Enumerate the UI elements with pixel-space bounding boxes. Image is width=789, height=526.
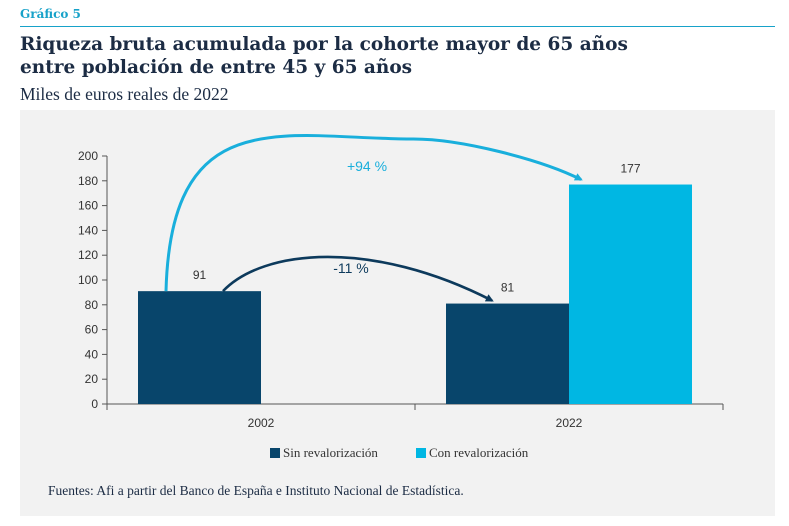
- change-label: +94 %: [347, 158, 387, 174]
- y-tick-label: 140: [78, 223, 98, 237]
- source-note: Fuentes: Afi a partir del Banco de Españ…: [48, 483, 464, 498]
- legend-swatch: [270, 448, 280, 458]
- legend: Sin revalorización Con revalorización: [270, 445, 529, 460]
- chart-title-line-1: Riqueza bruta acumulada por la cohorte m…: [20, 34, 628, 55]
- change-arrow: [164, 134, 583, 292]
- bar-value-label: 177: [620, 162, 640, 176]
- change-label: -11 %: [333, 260, 369, 276]
- value-labels: 91 81 177: [193, 162, 641, 295]
- chart-subtitle: Miles de euros reales de 2022: [20, 84, 229, 104]
- legend-label: Con revalorización: [429, 445, 529, 460]
- bar: [569, 184, 692, 404]
- header-rule: [20, 26, 775, 27]
- legend-label: Sin revalorización: [283, 445, 378, 460]
- y-tick-label: 180: [78, 174, 98, 188]
- chart-number-label: Gráfico 5: [20, 7, 81, 21]
- change-arrows: +94 % -11 %: [164, 134, 583, 302]
- change-arrow: [222, 255, 494, 302]
- y-tick-label: 100: [78, 273, 98, 287]
- x-tick-label: 2022: [556, 416, 583, 430]
- bars: [138, 184, 692, 404]
- bar-value-label: 81: [501, 281, 515, 295]
- bar: [446, 303, 569, 404]
- y-tick-label: 40: [85, 347, 99, 361]
- y-tick-label: 160: [78, 199, 98, 213]
- legend-swatch: [416, 448, 426, 458]
- bar-value-label: 91: [193, 268, 207, 282]
- chart-title: Riqueza bruta acumulada por la cohorte m…: [20, 33, 780, 79]
- y-tick-label: 80: [85, 298, 99, 312]
- x-tick-label: 2002: [248, 416, 275, 430]
- bar: [138, 291, 261, 404]
- y-tick-label: 200: [78, 149, 98, 163]
- axes: 0 20 40 60 80 100 120 140 160 180 200 2002 2022: [78, 149, 724, 430]
- y-tick-label: 0: [91, 397, 98, 411]
- chart-title-line-2: entre población de entre 45 y 65 años: [20, 57, 413, 78]
- y-tick-label: 60: [85, 323, 99, 337]
- y-tick-label: 20: [85, 372, 99, 386]
- y-tick-label: 120: [78, 248, 98, 262]
